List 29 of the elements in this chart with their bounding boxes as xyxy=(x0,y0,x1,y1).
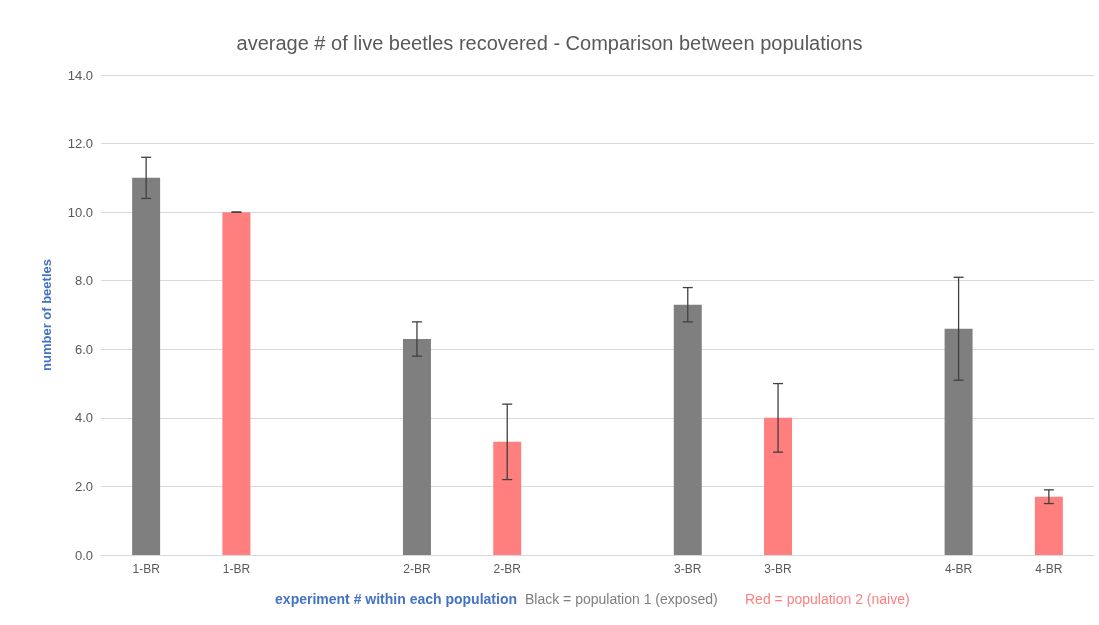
x-tick-label: 4-BR xyxy=(944,562,973,576)
bar xyxy=(764,417,793,555)
y-tick-label: 2.0 xyxy=(74,478,93,494)
y-axis-title: number of beetles xyxy=(39,259,54,371)
text: Black = population 1 (exposed) xyxy=(525,591,718,607)
x-tick-label: 1-BR xyxy=(222,562,251,576)
bar xyxy=(944,328,973,555)
x-tick-label: 3-BR xyxy=(764,562,793,576)
bar xyxy=(402,339,431,555)
x-tick-label: 2-BR xyxy=(403,562,431,576)
y-tick-label: 4.0 xyxy=(74,410,93,426)
y-tick-label: 14.0 xyxy=(67,67,93,83)
y-tick-label: 10.0 xyxy=(67,204,93,220)
y-tick-label: 0.0 xyxy=(74,547,93,563)
y-tick-label: 6.0 xyxy=(74,341,93,357)
x-axis-title: experiment # within each population xyxy=(275,591,518,607)
bar xyxy=(673,304,702,555)
x-tick-label: 1-BR xyxy=(132,562,161,576)
x-tick-label: 4-BR xyxy=(1035,562,1063,576)
y-tick-label: 8.0 xyxy=(74,273,93,289)
bar xyxy=(132,177,161,555)
x-tick-label: 2-BR xyxy=(493,562,522,576)
y-tick-label: 12.0 xyxy=(67,136,93,152)
x-tick-label: 3-BR xyxy=(674,562,702,576)
bar xyxy=(222,212,251,555)
text: Red = population 2 (naive) xyxy=(745,591,910,607)
bar xyxy=(1034,496,1063,555)
chart-title: average # of live beetles recovered - Comparison between populations xyxy=(236,32,863,54)
bar xyxy=(493,441,522,555)
